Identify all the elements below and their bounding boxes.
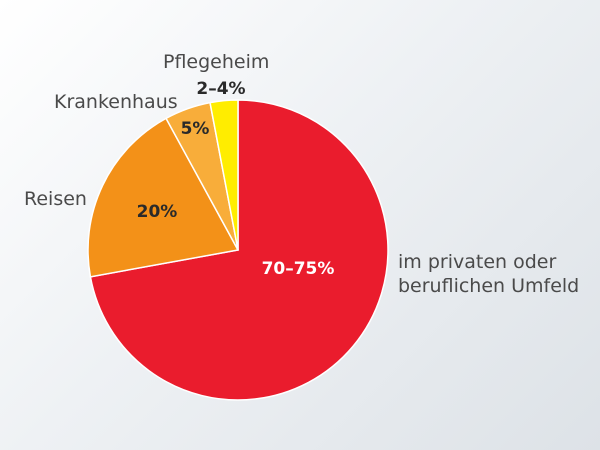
pie-slice-4 (209, 99, 239, 251)
slice-value-label: 2–4% (196, 79, 245, 99)
slice-category-label: im privaten oder beruflichen Umfeld (398, 251, 579, 297)
slice-category-label: Krankenhaus (54, 91, 178, 113)
slice-category-label: Pflegeheim (163, 51, 269, 73)
slice-value-label: 20% (137, 202, 178, 222)
slice-value-label: 5% (181, 119, 210, 139)
pie-slice-2 (87, 117, 240, 278)
slice-value-label: 70–75% (262, 259, 335, 279)
pie-slice-1 (89, 99, 389, 401)
slice-category-label: Reisen (24, 188, 87, 210)
